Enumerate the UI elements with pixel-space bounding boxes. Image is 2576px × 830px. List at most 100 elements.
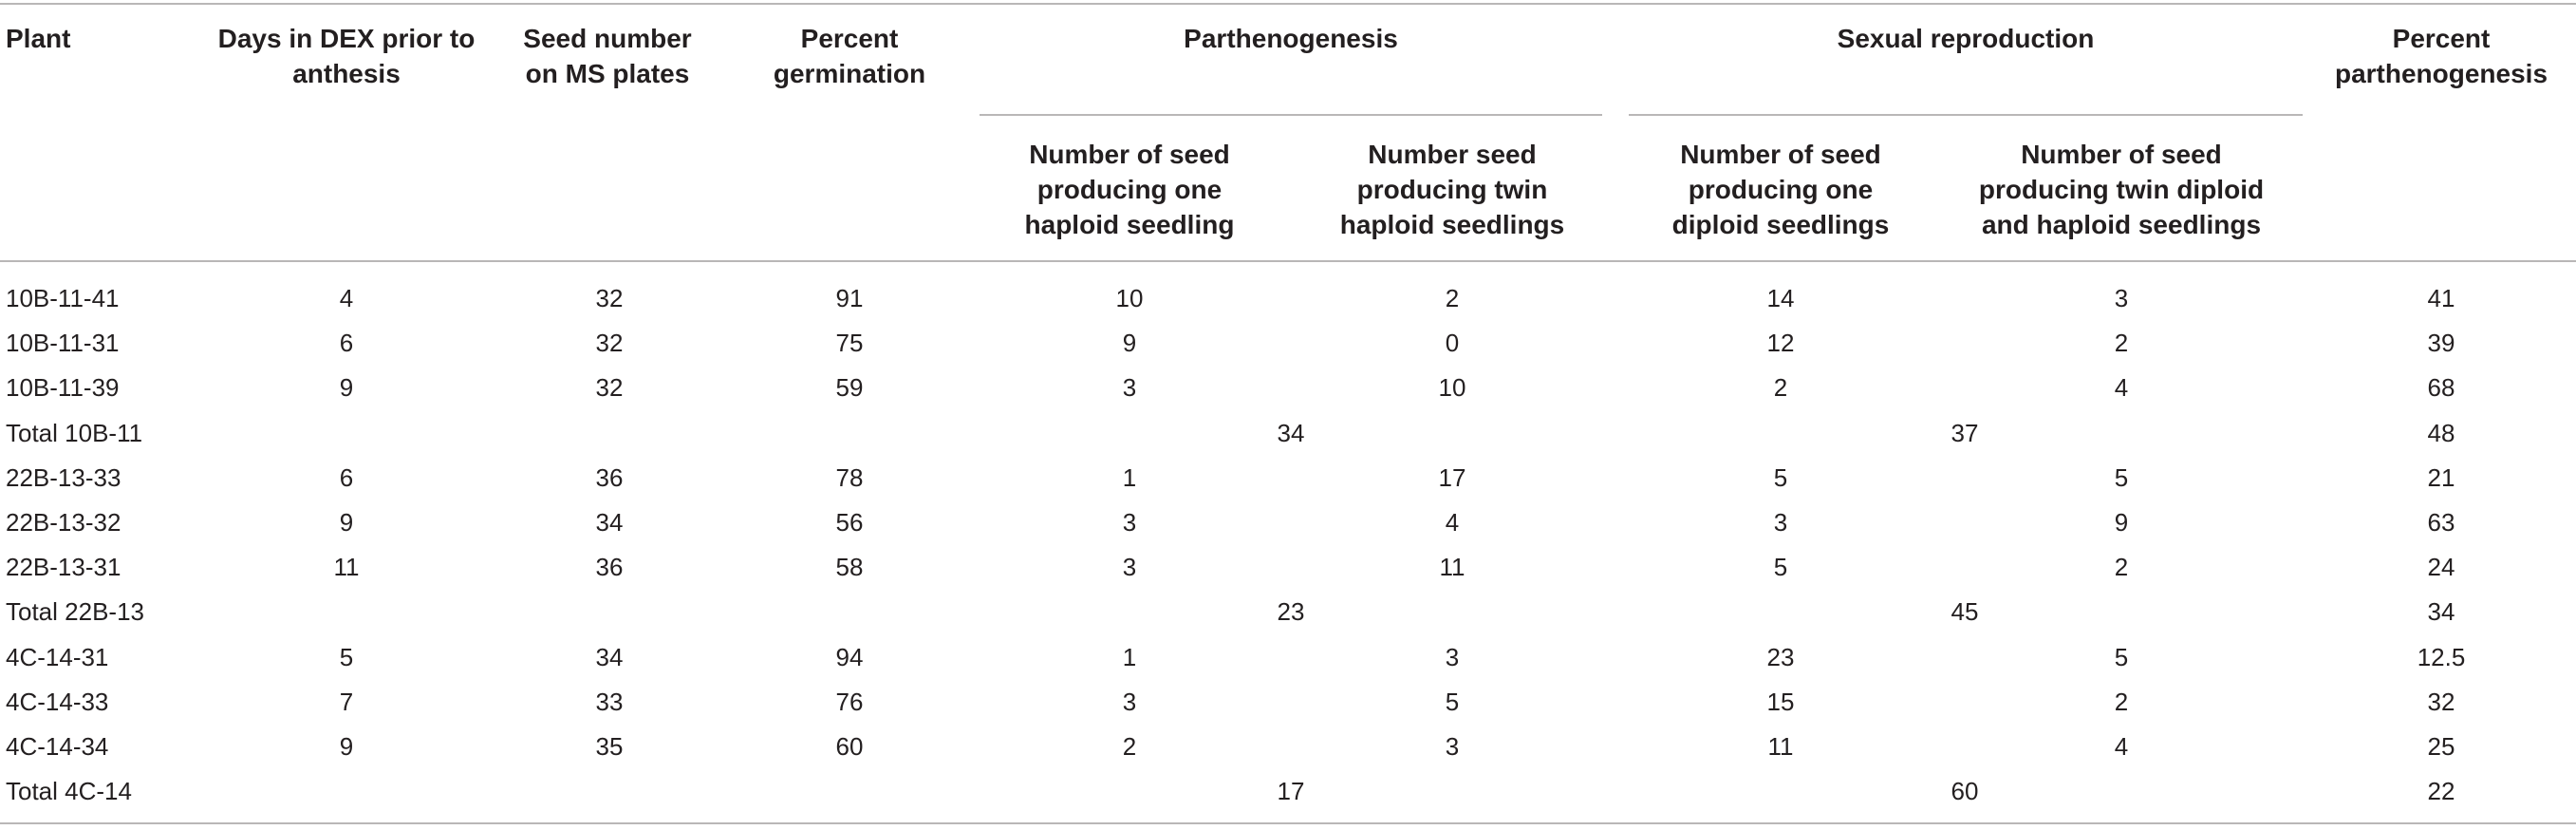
cell-days: 9 [339, 732, 354, 761]
header-seed-number: Seed number on MS plates [513, 21, 702, 91]
subheader-one-diploid-line-1: Number of seed [1680, 140, 1881, 169]
cell-twin-diploid-haploid: 9 [2114, 508, 2129, 537]
subheader-twin-haploid-line-1: Number seed [1368, 140, 1537, 169]
cell-days: 9 [339, 508, 354, 537]
cell-percent-parthenogenesis: 34 [2427, 597, 2455, 627]
parthenogenesis-span-rule [980, 114, 1602, 116]
cell-one-haploid: 3 [1122, 553, 1137, 582]
subheader-twin-diploid-haploid-line-3: and haploid seedlings [1981, 210, 2262, 239]
cell-percent-parthenogenesis: 12.5 [2417, 642, 2466, 671]
cell-percent-germination: 75 [835, 329, 864, 358]
cell-one-haploid: 3 [1122, 508, 1137, 537]
header-days-in-dex: Days in DEX prior to anthesis [190, 21, 503, 91]
subheader-one-haploid-line-2: producing one [1036, 175, 1223, 204]
cell-percent-parthenogenesis: 22 [2427, 777, 2455, 806]
cell-plant: 22B-13-33 [6, 462, 121, 492]
cell-percent-parthenogenesis: 25 [2427, 732, 2455, 761]
cell-percent-germination: 60 [835, 732, 864, 761]
cell-seed-number: 32 [595, 329, 624, 358]
cell-one-haploid: 3 [1122, 373, 1137, 403]
header-percent-germination-line-2: germination [773, 59, 926, 88]
cell-percent-germination: 56 [835, 508, 864, 537]
cell-seed-number: 36 [595, 553, 624, 582]
cell-twin-haploid: 4 [1445, 508, 1460, 537]
cell-twin-diploid-haploid: 2 [2114, 553, 2129, 582]
cell-percent-parthenogenesis: 41 [2427, 284, 2455, 312]
cell-days: 4 [339, 284, 354, 312]
cell-one-diploid: 14 [1766, 284, 1795, 312]
cell-plant: 22B-13-32 [6, 508, 121, 537]
cell-twin-diploid-haploid: 5 [2114, 462, 2129, 492]
cell-parthenogenesis-total: 34 [1277, 418, 1305, 447]
cell-one-haploid: 2 [1122, 732, 1137, 761]
cell-twin-diploid-haploid: 3 [2114, 284, 2129, 312]
cell-one-diploid: 12 [1766, 329, 1795, 358]
cell-one-haploid: 10 [1115, 284, 1144, 312]
cell-percent-germination: 91 [835, 284, 864, 312]
cell-twin-haploid: 17 [1438, 462, 1466, 492]
cell-seed-number: 36 [595, 462, 624, 492]
cell-one-haploid: 9 [1122, 329, 1137, 358]
header-percent-germination-line-1: Percent [800, 24, 899, 53]
header-percent-parthenogenesis: Percent parthenogenesis [2306, 21, 2576, 91]
cell-plant: 10B-11-39 [6, 373, 120, 403]
cell-twin-diploid-haploid: 4 [2114, 373, 2129, 403]
cell-plant: Total 4C-14 [6, 777, 132, 806]
cell-plant: 4C-14-31 [6, 642, 109, 671]
subheader-twin-haploid-line-2: producing twin [1356, 175, 1548, 204]
cell-one-diploid: 23 [1766, 642, 1795, 671]
cell-twin-haploid: 10 [1438, 373, 1466, 403]
cell-twin-haploid: 11 [1439, 553, 1465, 582]
cell-percent-parthenogenesis: 24 [2427, 553, 2455, 582]
cell-seed-number: 34 [595, 642, 624, 671]
cell-one-diploid: 3 [1773, 508, 1788, 537]
cell-days: 7 [339, 687, 354, 716]
cell-twin-haploid: 0 [1445, 329, 1460, 358]
subheader-one-diploid-line-3: diploid seedlings [1671, 210, 1890, 239]
cell-percent-parthenogenesis: 68 [2427, 373, 2455, 403]
cell-twin-haploid: 3 [1445, 732, 1460, 761]
cell-sexual-total: 60 [1951, 777, 1979, 806]
cell-twin-haploid: 2 [1445, 284, 1460, 312]
header-bottom-rule [0, 260, 2576, 262]
cell-percent-germination: 58 [835, 553, 864, 582]
cell-one-haploid: 1 [1122, 462, 1137, 492]
header-percent-parthenogenesis-line-1: Percent [2392, 24, 2491, 53]
cell-one-diploid: 15 [1766, 687, 1795, 716]
cell-percent-parthenogenesis: 21 [2427, 462, 2455, 492]
cell-plant: 10B-11-41 [6, 284, 120, 312]
header-seed-number-line-2: on MS plates [525, 59, 690, 88]
cell-plant: 22B-13-31 [6, 553, 121, 582]
cell-percent-parthenogenesis: 63 [2427, 508, 2455, 537]
cell-plant: 4C-14-33 [6, 687, 109, 716]
cell-sexual-total: 37 [1951, 418, 1979, 447]
cell-one-diploid: 5 [1773, 462, 1788, 492]
cell-twin-diploid-haploid: 2 [2114, 687, 2129, 716]
header-parthenogenesis: Parthenogenesis [1184, 24, 1398, 53]
cell-one-haploid: 3 [1122, 687, 1137, 716]
cell-parthenogenesis-total: 23 [1277, 597, 1305, 627]
cell-plant: Total 22B-13 [6, 597, 144, 627]
subheader-twin-diploid-haploid: Number of seed producing twin diploid an… [1946, 137, 2297, 242]
subheader-one-diploid: Number of seed producing one diploid see… [1638, 137, 1923, 242]
cell-one-diploid: 2 [1773, 373, 1788, 403]
cell-one-diploid: 11 [1767, 732, 1794, 761]
subheader-twin-haploid: Number seed producing twin haploid seedl… [1310, 137, 1595, 242]
cell-seed-number: 32 [595, 373, 624, 403]
cell-seed-number: 32 [595, 284, 624, 312]
cell-days: 6 [339, 329, 354, 358]
cell-plant: 4C-14-34 [6, 732, 109, 761]
cell-percent-germination: 78 [835, 462, 864, 492]
subheader-one-haploid: Number of seed producing one haploid see… [987, 137, 1272, 242]
subheader-one-haploid-line-1: Number of seed [1029, 140, 1230, 169]
subheader-twin-diploid-haploid-line-1: Number of seed [2021, 140, 2222, 169]
subheader-one-diploid-line-2: producing one [1688, 175, 1874, 204]
cell-seed-number: 33 [595, 687, 624, 716]
sexual-reproduction-span-rule [1629, 114, 2303, 116]
cell-sexual-total: 45 [1951, 597, 1979, 627]
header-sexual-reproduction: Sexual reproduction [1837, 24, 2095, 53]
cell-percent-parthenogenesis: 48 [2427, 418, 2455, 447]
cell-twin-diploid-haploid: 4 [2114, 732, 2129, 761]
cell-plant: Total 10B-11 [6, 418, 143, 447]
header-days-line-2: anthesis [292, 59, 401, 88]
